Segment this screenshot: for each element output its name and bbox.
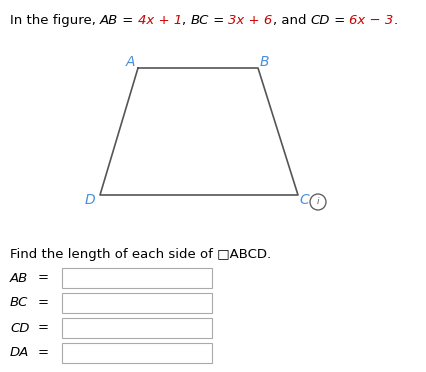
Text: 6x − 3: 6x − 3: [349, 14, 394, 27]
Text: CD: CD: [10, 321, 29, 334]
Text: CD: CD: [311, 14, 330, 27]
Text: =: =: [38, 272, 49, 285]
Text: D: D: [85, 193, 95, 207]
Text: =: =: [38, 346, 49, 359]
Bar: [62, 293, 212, 313]
Bar: [62, 268, 212, 288]
Text: BC: BC: [190, 14, 209, 27]
Text: =: =: [118, 14, 138, 27]
Text: , and: , and: [273, 14, 311, 27]
Text: i: i: [317, 198, 319, 206]
Text: AB: AB: [10, 272, 28, 285]
Bar: [62, 343, 212, 363]
Text: A: A: [125, 55, 135, 69]
Text: .: .: [394, 14, 398, 27]
Text: =: =: [38, 296, 49, 310]
Text: DA: DA: [10, 346, 29, 359]
Text: =: =: [38, 321, 49, 334]
Text: =: =: [330, 14, 349, 27]
Text: ,: ,: [182, 14, 190, 27]
Text: AB: AB: [100, 14, 118, 27]
Text: Find the length of each side of □ABCD.: Find the length of each side of □ABCD.: [10, 248, 271, 261]
Text: In the figure,: In the figure,: [10, 14, 100, 27]
Text: BC: BC: [10, 296, 29, 310]
Text: 4x + 1: 4x + 1: [138, 14, 182, 27]
Text: 3x + 6: 3x + 6: [228, 14, 273, 27]
Bar: [62, 318, 212, 338]
Text: C: C: [299, 193, 309, 207]
Text: B: B: [259, 55, 269, 69]
Text: =: =: [209, 14, 228, 27]
